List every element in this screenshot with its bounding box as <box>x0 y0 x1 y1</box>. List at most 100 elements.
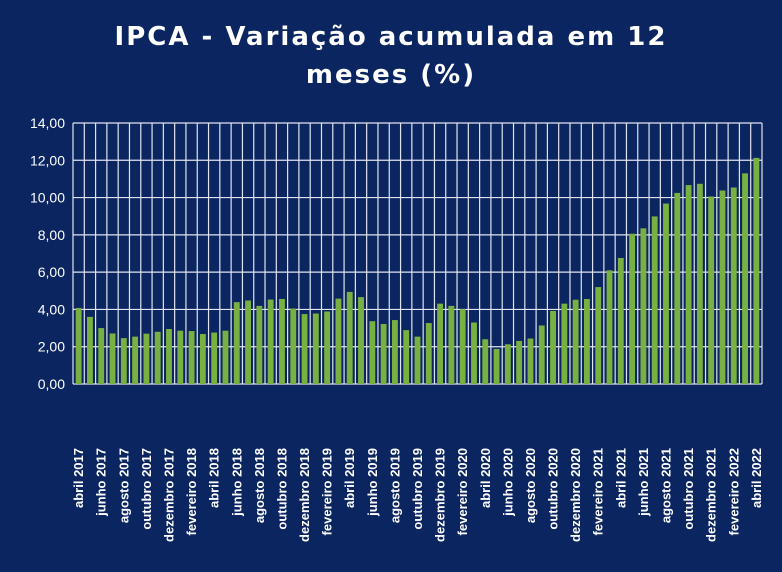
bar <box>233 302 240 384</box>
bar <box>403 330 410 384</box>
x-tick-label: junho 2020 <box>500 448 515 517</box>
x-tick-label: outubro 2021 <box>681 448 696 530</box>
x-axis-labels: abril 2017 junho 2017 agosto 2017 outubro 2… <box>71 448 764 542</box>
bar <box>324 311 331 384</box>
bar <box>143 333 150 384</box>
bar <box>290 308 297 384</box>
bar <box>358 297 364 384</box>
bar <box>109 333 116 384</box>
chart-title: IPCA - Variação acumulada em 12 meses (%… <box>0 18 782 94</box>
x-tick-label: abril 2019 <box>342 448 357 508</box>
bar <box>132 336 139 384</box>
x-tick-label: dezembro 2020 <box>568 448 583 542</box>
bar <box>279 298 285 384</box>
y-tick-label: 8,00 <box>38 227 65 243</box>
x-tick-label: agosto 2017 <box>116 448 131 523</box>
x-tick-label: junho 2018 <box>229 448 244 517</box>
y-axis: 0,00 2,00 4,00 6,00 8,00 10,00 12,00 14,00 <box>30 115 65 392</box>
bar <box>199 334 206 384</box>
y-tick-label: 6,00 <box>38 264 65 280</box>
x-tick-label: fevereiro 2021 <box>591 448 606 535</box>
bar <box>335 298 342 384</box>
bar <box>685 185 692 384</box>
x-tick-label: agosto 2020 <box>523 448 538 523</box>
bar <box>504 344 511 384</box>
bar <box>459 309 466 384</box>
y-tick-label: 14,00 <box>30 115 65 131</box>
bar <box>211 332 218 384</box>
x-tick-label: dezembro 2021 <box>704 448 719 542</box>
bars <box>75 157 760 384</box>
bar <box>493 348 500 384</box>
bar <box>448 305 455 384</box>
x-tick-label: agosto 2021 <box>658 448 673 523</box>
bar <box>425 323 432 384</box>
x-tick-label: abril 2020 <box>478 448 493 508</box>
x-tick-label: fevereiro 2020 <box>455 448 470 535</box>
x-tick-label: outubro 2017 <box>139 448 154 530</box>
chart-title-line-1: IPCA - Variação acumulada em 12 <box>114 22 668 52</box>
bar <box>572 299 579 384</box>
bar <box>595 287 602 384</box>
x-tick-label: fevereiro 2022 <box>726 448 741 535</box>
bar <box>527 338 534 384</box>
bar <box>75 307 82 384</box>
bar <box>617 257 624 384</box>
bar <box>516 340 523 384</box>
bar <box>87 316 93 384</box>
x-tick-label: agosto 2019 <box>387 448 402 523</box>
bar <box>583 298 590 384</box>
chart-title-line-2: meses (%) <box>305 60 477 90</box>
bar <box>267 299 274 384</box>
bar <box>346 291 353 384</box>
bar <box>256 305 263 384</box>
bar <box>651 216 658 384</box>
bar <box>471 322 477 384</box>
bar <box>561 303 568 384</box>
bar <box>629 233 636 384</box>
x-tick-label: abril 2017 <box>71 448 86 508</box>
y-tick-label: 10,00 <box>30 190 65 206</box>
bar <box>120 338 127 384</box>
bar <box>708 196 715 384</box>
bar <box>391 320 398 384</box>
y-tick-label: 0,00 <box>38 376 65 392</box>
bar <box>312 313 319 384</box>
x-tick-label: junho 2021 <box>636 448 651 517</box>
x-tick-label: dezembro 2017 <box>162 448 177 542</box>
x-tick-label: abril 2022 <box>749 448 764 508</box>
bar <box>369 321 376 384</box>
bar <box>301 314 308 384</box>
x-tick-label: fevereiro 2019 <box>320 448 335 535</box>
bar <box>414 336 421 384</box>
bar <box>674 192 681 384</box>
y-tick-label: 12,00 <box>30 152 65 168</box>
bar <box>437 303 444 384</box>
x-tick-label: agosto 2018 <box>252 448 267 523</box>
x-tick-label: outubro 2020 <box>546 448 561 530</box>
x-tick-label: junho 2019 <box>365 448 380 517</box>
bar <box>696 183 703 384</box>
x-tick-label: outubro 2018 <box>274 448 289 530</box>
bar <box>188 331 195 384</box>
bar <box>663 203 669 384</box>
bar <box>245 300 252 384</box>
bar <box>538 325 545 384</box>
bar <box>380 323 387 384</box>
bar <box>550 310 556 384</box>
x-tick-label: fevereiro 2018 <box>184 448 199 535</box>
gridlines <box>72 122 763 385</box>
bar <box>482 339 489 384</box>
x-tick-label: abril 2018 <box>207 448 222 508</box>
x-tick-label: dezembro 2019 <box>433 448 448 542</box>
bar <box>98 328 105 384</box>
y-tick-label: 2,00 <box>38 339 65 355</box>
bar <box>177 330 184 384</box>
bar <box>166 329 172 384</box>
x-tick-label: junho 2017 <box>94 448 109 517</box>
y-tick-label: 4,00 <box>38 301 65 317</box>
x-tick-label: outubro 2019 <box>410 448 425 530</box>
x-tick-label: abril 2021 <box>613 448 628 508</box>
bar <box>753 157 760 384</box>
